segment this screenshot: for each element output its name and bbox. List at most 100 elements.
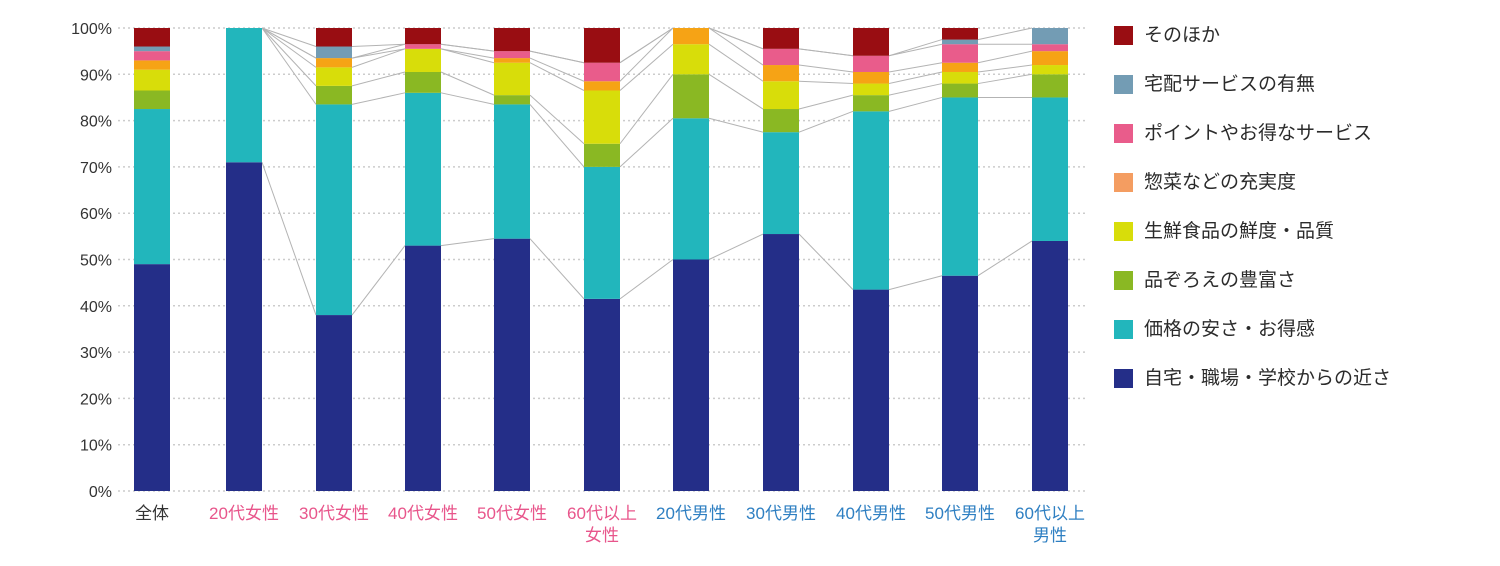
connector-line bbox=[888, 71, 943, 85]
connector-line bbox=[261, 162, 317, 316]
bar-segment bbox=[316, 67, 352, 86]
connector-line bbox=[798, 110, 854, 133]
bar-segment bbox=[1032, 51, 1068, 66]
bar-segment bbox=[584, 81, 620, 91]
bar-segment bbox=[226, 28, 262, 163]
bar-segment bbox=[316, 58, 352, 68]
x-category-label: 20代女性 bbox=[209, 504, 279, 523]
bar-segment bbox=[942, 28, 978, 40]
bar-segment bbox=[584, 62, 620, 82]
x-category-label: 40代女性 bbox=[388, 504, 458, 523]
connector-line bbox=[261, 27, 317, 47]
legend-swatch-assortment bbox=[1114, 271, 1133, 290]
legend-swatch-price bbox=[1114, 320, 1133, 339]
legend-item-kakaku: 価格の安さ・お得感 bbox=[1114, 320, 1391, 339]
x-category-label: 全体 bbox=[135, 504, 169, 523]
connector-line bbox=[798, 80, 854, 85]
connector-line bbox=[708, 27, 764, 50]
bar-segment bbox=[494, 62, 530, 96]
y-tick-label: 90% bbox=[80, 67, 112, 84]
connector-line bbox=[798, 48, 854, 57]
connector-line bbox=[261, 27, 317, 87]
bar-segment bbox=[134, 28, 170, 47]
connector-line bbox=[798, 94, 854, 110]
bar-segment bbox=[853, 55, 889, 72]
bar-segment bbox=[316, 85, 352, 105]
connector-line bbox=[977, 240, 1033, 277]
connector-line bbox=[351, 92, 406, 105]
connector-line bbox=[888, 275, 943, 291]
connector-line bbox=[708, 233, 764, 260]
bar-segment bbox=[405, 48, 441, 72]
legend-swatch-deli bbox=[1114, 173, 1133, 192]
bar-segment bbox=[942, 83, 978, 98]
connector-line bbox=[888, 62, 943, 73]
connector-line bbox=[440, 92, 495, 105]
bar-segment bbox=[316, 315, 352, 491]
connector-line bbox=[351, 43, 406, 48]
legend-item-souzai: 惣菜などの充実度 bbox=[1114, 173, 1391, 192]
connector-line bbox=[619, 259, 674, 300]
legend-label: 惣菜などの充実度 bbox=[1144, 172, 1297, 193]
bar-segment bbox=[673, 44, 709, 75]
connector-line bbox=[888, 83, 943, 96]
connector-line bbox=[619, 73, 674, 145]
bar-segment bbox=[405, 92, 441, 246]
bar-segment bbox=[405, 44, 441, 49]
legend: そのほか 宅配サービスの有無 ポイントやお得なサービス 惣菜などの充実度 生鮮食… bbox=[1114, 26, 1391, 388]
connector-line bbox=[529, 62, 585, 91]
bar-segment bbox=[134, 264, 170, 491]
connector-line bbox=[977, 27, 1033, 41]
bar-segment bbox=[942, 39, 978, 45]
connector-line bbox=[619, 43, 674, 91]
bar-segment bbox=[494, 58, 530, 63]
connector-line bbox=[977, 73, 1033, 85]
bar-segment bbox=[405, 28, 441, 45]
bar-segment bbox=[134, 46, 170, 52]
connector-line bbox=[351, 71, 406, 87]
x-category-label: 20代男性 bbox=[656, 504, 726, 523]
connector-line bbox=[977, 50, 1033, 64]
x-category-label: 40代男性 bbox=[836, 504, 906, 523]
x-category-label: 男性 bbox=[1033, 526, 1067, 545]
legend-item-point: ポイントやお得なサービス bbox=[1114, 124, 1391, 143]
bar-segment bbox=[134, 60, 170, 70]
bar-segment bbox=[584, 166, 620, 299]
legend-label: 生鮮食品の鮮度・品質 bbox=[1144, 221, 1335, 242]
bar-segment bbox=[316, 28, 352, 47]
bar-segment bbox=[316, 104, 352, 316]
connector-line bbox=[440, 43, 495, 52]
connector-line bbox=[977, 64, 1033, 73]
bar-segment bbox=[405, 71, 441, 93]
bar-segment bbox=[1032, 74, 1068, 98]
connector-line bbox=[619, 27, 674, 82]
connector-line bbox=[798, 233, 854, 290]
connector-line bbox=[888, 39, 943, 57]
connector-line bbox=[798, 64, 854, 73]
legend-label: 価格の安さ・お得感 bbox=[1144, 319, 1316, 340]
legend-label: 品ぞろえの豊富さ bbox=[1144, 270, 1297, 291]
bar-segment bbox=[942, 97, 978, 276]
bar-segment bbox=[853, 71, 889, 84]
bar-segment bbox=[134, 90, 170, 110]
bar-segment bbox=[763, 65, 799, 82]
bar-segment bbox=[494, 95, 530, 105]
connector-line bbox=[351, 245, 406, 316]
y-tick-label: 20% bbox=[80, 391, 112, 408]
legend-label: そのほか bbox=[1144, 25, 1221, 46]
bar-segment bbox=[1032, 240, 1068, 491]
bar-segment bbox=[853, 95, 889, 112]
bar-segment bbox=[494, 51, 530, 59]
connector-line bbox=[529, 50, 585, 64]
legend-swatch-other bbox=[1114, 26, 1133, 45]
connector-line bbox=[440, 238, 495, 247]
connector-line bbox=[619, 27, 674, 64]
legend-item-seisen: 生鮮食品の鮮度・品質 bbox=[1114, 222, 1391, 241]
bar-segment bbox=[405, 245, 441, 491]
connector-line bbox=[888, 43, 943, 57]
bar-segment bbox=[763, 234, 799, 491]
bar-segment bbox=[584, 298, 620, 491]
connector-line bbox=[261, 27, 317, 68]
y-tick-label: 0% bbox=[89, 484, 112, 501]
connector-line bbox=[529, 94, 585, 145]
